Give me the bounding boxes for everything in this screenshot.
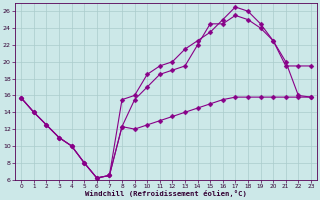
- X-axis label: Windchill (Refroidissement éolien,°C): Windchill (Refroidissement éolien,°C): [85, 190, 247, 197]
